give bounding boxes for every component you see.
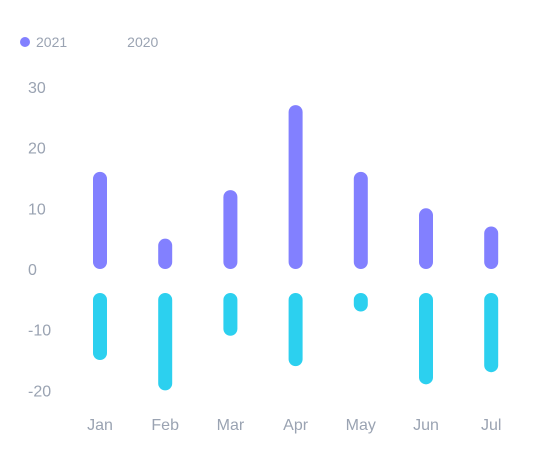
bar-2021-jul[interactable] [484, 226, 499, 269]
legend-marker-2020 [111, 37, 121, 47]
y-tick-label: -10 [28, 323, 51, 340]
bar-2020-jul[interactable] [484, 293, 499, 373]
legend-item-2021[interactable]: 2021 [20, 34, 67, 50]
bar-2020-feb[interactable] [158, 293, 173, 391]
y-tick-label: 30 [28, 80, 46, 97]
legend-marker-2021 [20, 37, 30, 47]
x-tick-label: May [346, 417, 376, 434]
x-tick-label: Apr [283, 417, 309, 434]
legend-label-2021: 2021 [36, 34, 68, 50]
bar-2021-jun[interactable] [419, 208, 433, 269]
legend-item-2020[interactable]: 2020 [111, 34, 158, 50]
y-tick-label: 0 [28, 262, 37, 279]
y-tick-label: 10 [28, 201, 46, 218]
bar-2021-feb[interactable] [158, 238, 173, 269]
bar-2021-jan[interactable] [93, 171, 107, 269]
x-tick-label: Jan [87, 417, 113, 434]
bar-2020-mar[interactable] [223, 293, 238, 336]
legend-label-2020: 2020 [127, 34, 159, 50]
bar-2021-may[interactable] [353, 171, 368, 269]
y-tick-label: -20 [28, 383, 51, 400]
y-tick-label: 20 [28, 141, 46, 158]
legend: 2021 2020 [20, 34, 202, 50]
bar-2020-jan[interactable] [93, 293, 107, 361]
x-tick-label: Jun [413, 417, 439, 434]
x-tick-label: Mar [217, 417, 245, 434]
bar-2021-apr[interactable] [288, 105, 303, 269]
bar-2020-jun[interactable] [419, 293, 433, 385]
x-tick-label: Feb [151, 417, 179, 434]
bar-2020-apr[interactable] [288, 293, 303, 367]
bar-2021-mar[interactable] [223, 190, 238, 269]
bar-2020-may[interactable] [353, 293, 368, 312]
x-tick-label: Jul [481, 417, 501, 434]
